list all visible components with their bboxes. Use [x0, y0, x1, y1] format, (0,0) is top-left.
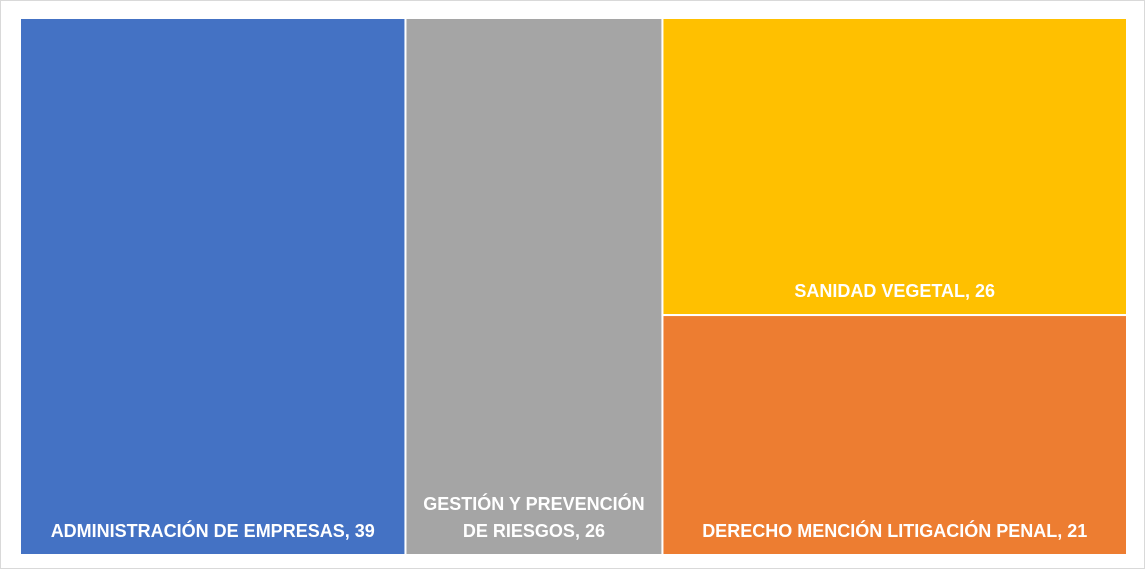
treemap-cell	[404, 17, 664, 556]
cell-label-box: DERECHO MENCIÓN LITIGACIÓN PENAL, 21	[702, 520, 1088, 541]
cell-label: ADMINISTRACIÓN DE EMPRESAS, 39	[50, 521, 375, 541]
cell-label-box: SANIDAD VEGETAL, 26	[794, 281, 996, 302]
value-label: 26	[975, 281, 996, 302]
value-label: 39	[354, 521, 375, 541]
cell-label-box: GESTIÓN Y PREVENCIÓN DE RIESGOS, 26	[423, 494, 645, 541]
value-label: 21	[1067, 520, 1088, 541]
category-label: SANIDAD VEGETAL	[794, 281, 966, 302]
value-label: 26	[584, 521, 605, 541]
treemap-cell	[661, 314, 1129, 557]
cell-label: DERECHO MENCIÓN LITIGACIÓN PENAL, 21	[702, 520, 1088, 541]
cell-label: SANIDAD VEGETAL, 26	[794, 281, 996, 302]
category-label: ADMINISTRACIÓN DE EMPRESAS	[50, 521, 345, 541]
cell-label: GESTIÓN Y PREVENCIÓN DE RIESGOS, 26	[423, 494, 645, 541]
treemap-cell	[661, 17, 1129, 317]
category-label: DERECHO MENCIÓN LITIGACIÓN PENAL	[702, 520, 1058, 541]
category-label: GESTIÓN Y PREVENCIÓN DE RIESGOS	[423, 494, 645, 541]
cell-label-box: ADMINISTRACIÓN DE EMPRESAS, 39	[50, 521, 375, 541]
treemap-cell	[19, 17, 407, 556]
